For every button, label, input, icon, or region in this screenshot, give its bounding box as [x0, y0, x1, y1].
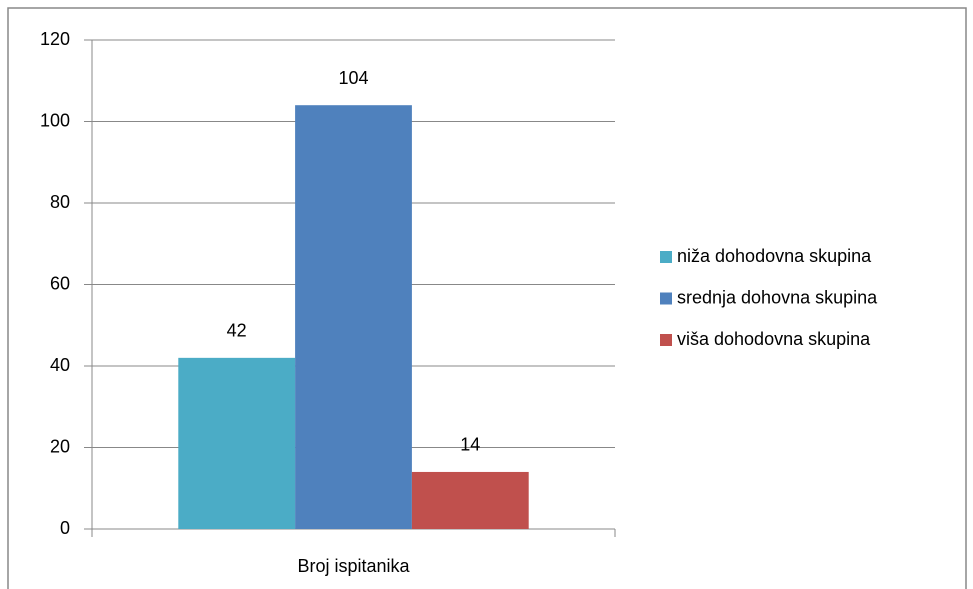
- bar: [178, 357, 296, 529]
- y-tick-label: 20: [50, 436, 70, 456]
- legend-label: viša dohodovna skupina: [677, 329, 871, 349]
- y-tick-label: 40: [50, 355, 70, 375]
- data-label: 42: [227, 321, 247, 341]
- data-label: 14: [460, 435, 480, 455]
- bar: [295, 105, 412, 529]
- x-tick-label: Broj ispitanika: [297, 556, 410, 576]
- bar: [411, 471, 529, 529]
- y-tick-label: 100: [40, 110, 70, 130]
- legend-swatch: [660, 334, 672, 346]
- y-tick-label: 80: [50, 192, 70, 212]
- legend-label: srednja dohovna skupina: [677, 287, 878, 307]
- legend-swatch: [660, 292, 672, 305]
- y-tick-label: 0: [60, 518, 70, 538]
- legend-swatch: [660, 251, 672, 263]
- data-label: 104: [338, 68, 368, 88]
- legend-label: niža dohodovna skupina: [677, 246, 872, 266]
- y-tick-label: 60: [50, 273, 70, 293]
- y-tick-label: 120: [40, 29, 70, 49]
